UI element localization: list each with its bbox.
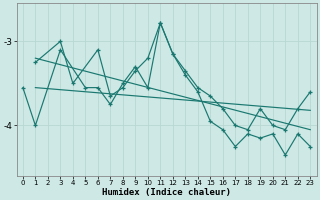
X-axis label: Humidex (Indice chaleur): Humidex (Indice chaleur) bbox=[102, 188, 231, 197]
